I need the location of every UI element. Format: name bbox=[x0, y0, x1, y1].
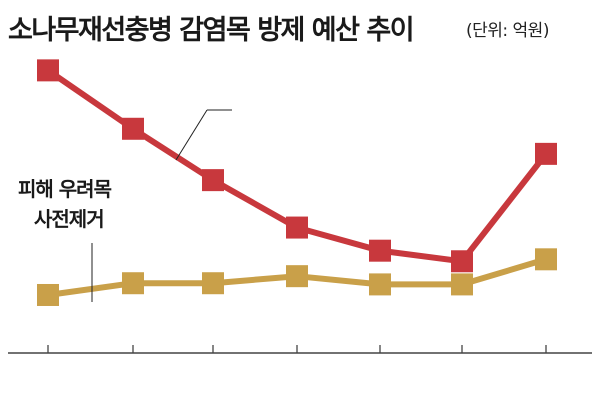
data-point-marker bbox=[451, 273, 473, 296]
unit-label: (단위: 억원) bbox=[466, 21, 549, 41]
chart-title: 소나무재선충병 감염목 방제 예산 추이 bbox=[8, 15, 415, 46]
series-label-leader bbox=[175, 109, 208, 161]
data-point-marker bbox=[122, 117, 144, 140]
series-label-prevent: 피해 우려목 사전제거 bbox=[18, 177, 112, 231]
data-point-marker bbox=[369, 273, 391, 296]
data-point-marker bbox=[202, 272, 224, 295]
data-point-marker bbox=[451, 250, 473, 273]
data-point-marker bbox=[535, 142, 557, 165]
data-point-marker bbox=[286, 216, 308, 239]
data-point-marker bbox=[37, 283, 59, 306]
data-point-marker bbox=[202, 169, 224, 192]
data-point-marker bbox=[37, 59, 59, 82]
data-point-marker bbox=[369, 239, 391, 262]
data-point-marker bbox=[122, 272, 144, 295]
data-point-marker bbox=[286, 265, 308, 288]
data-point-marker bbox=[535, 248, 557, 271]
